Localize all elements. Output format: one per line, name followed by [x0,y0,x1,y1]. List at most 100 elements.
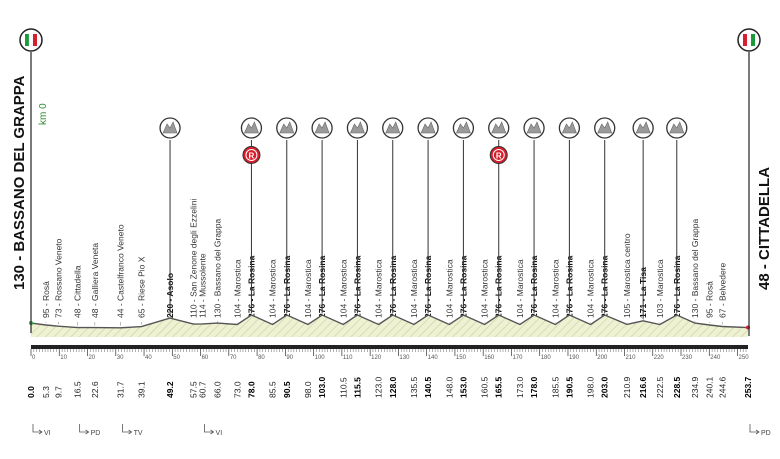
km-value: 103.0 [317,376,327,398]
km-value: 165.5 [494,376,504,398]
km-value: 153.0 [458,376,468,398]
distance-tick: 30 [117,355,124,361]
distance-tick: 110 [343,355,353,361]
distance-tick: 100 [315,355,326,361]
place-name: 104 - Marostica [268,259,278,318]
place-name: 67 - Belvedere [717,262,727,318]
km-value: 203.0 [600,376,610,398]
km-value: 216.6 [638,376,648,398]
place-name: 104 - Marostica [409,259,419,318]
place-name: 48 - Galliera Veneta [90,243,100,318]
place-name: 103 - Marostica [655,259,665,318]
km-value: 78.0 [246,381,256,398]
distance-tick: 230 [682,355,693,361]
distance-tick: 20 [89,355,96,361]
place-name: 44 - Castelfranco Veneto [116,224,126,318]
km-value: 31.7 [116,381,126,398]
km-value: 185.5 [550,376,560,398]
km-value: 190.5 [564,376,574,398]
km-value: 98.0 [303,381,313,398]
km-value: 253.7 [743,376,753,398]
km-value: 222.5 [655,376,665,398]
distance-tick: 60 [202,355,209,361]
distance-tick: 90 [286,355,293,361]
distance-tick: 220 [654,355,665,361]
place-name: 130 - Bassano del Grappa [213,218,223,318]
sprint-icon [242,146,261,164]
profile-area [31,315,748,337]
distance-tick: 50 [173,355,180,361]
km-value: 110.5 [338,377,348,398]
km-value: 73.0 [232,381,242,398]
km-value: 39.1 [137,381,147,398]
km-value: 57.5 [189,381,199,398]
km-value: 234.9 [690,376,700,398]
km-value: 160.5 [480,376,490,398]
distance-tick: 180 [541,355,552,361]
place-name: 104 - Marostica [480,259,490,318]
province-code: PD [761,430,771,437]
province-marks: VI PD TV VI PD [32,424,771,437]
place-name: 104 - Marostica [338,259,348,318]
distance-tick: 170 [512,355,523,361]
km-value: 178.0 [529,376,539,398]
km-zero-label: km 0 [38,103,49,125]
start-marker: 130 - BASSANO DEL GRAPPA km 0 [11,28,49,333]
km-value: 16.5 [73,381,83,398]
km-value: 140.5 [423,376,433,398]
distance-tick: 40 [145,355,152,361]
km-value: 60.7 [198,381,208,398]
km-value: 128.0 [388,376,398,398]
km-value: 66.0 [213,381,223,398]
distance-tick: 140 [428,355,439,361]
distance-tick: 160 [484,355,495,361]
distance-tick: 210 [625,355,636,361]
km-value: 5.3 [41,386,51,398]
km-value: 173.0 [515,376,525,398]
km-value: 115.5 [352,377,362,398]
distance-tick: 150 [456,355,467,361]
place-name: 130 - Bassano del Grappa [690,218,700,318]
distance-tick: 120 [371,355,382,361]
place-name: 95 - Rosà [41,281,51,318]
province-code: VI [216,430,223,437]
km-value: 49.2 [165,381,175,398]
km-value: 240.1 [705,376,715,398]
place-name: 65 - Riese Pio X [137,256,147,318]
km-value: 9.7 [53,386,63,398]
place-name: 95 - Rosà [705,281,715,318]
km-value: 148.0 [444,376,454,398]
km-value: 198.0 [586,376,596,398]
distance-tick: 10 [60,355,67,361]
province-code: PD [91,430,101,437]
place-name: 104 - Marostica [444,259,454,318]
place-name: 104 - Marostica [550,259,560,318]
distance-tick: 250 [739,355,750,361]
place-labels: 95 - Rosà 73 - Rossano Veneto 48 - Cittade… [41,198,727,326]
place-name: 105 - Marostica centro [622,233,632,318]
finish-city-label: 48 - CITTADELLA [756,167,773,290]
km-value: 244.6 [717,376,727,398]
km-value: 85.5 [268,381,278,398]
sprint-glyph: R [249,152,255,161]
place-name: 48 - Cittadella [73,265,83,318]
km-value: 228.5 [672,376,682,398]
km-value: 135.5 [409,376,419,398]
place-name: 104 - Marostica [515,259,525,318]
finish-marker: 48 - CITTADELLA [737,28,773,336]
km-value: 22.6 [90,381,100,398]
distance-tick: 70 [230,355,237,361]
province-code: TV [134,430,143,437]
km-labels: 0.0 5.3 9.7 16.5 22.6 31.7 39.1 49.2 57.5 60.7 66.… [26,376,753,398]
place-name: 73 - Rossano Veneto [53,238,63,318]
province-code: VI [44,430,51,437]
axis-bar [31,345,748,349]
place-name: 104 - Marostica [303,259,313,318]
place-name: 114 - Mussolente [198,253,208,318]
km-value: 123.0 [374,376,384,398]
start-city-label: 130 - BASSANO DEL GRAPPA [11,75,28,290]
km-value: 0.0 [26,386,36,398]
distance-tick: 240 [710,355,721,361]
place-name: 104 - Marostica [232,259,242,318]
